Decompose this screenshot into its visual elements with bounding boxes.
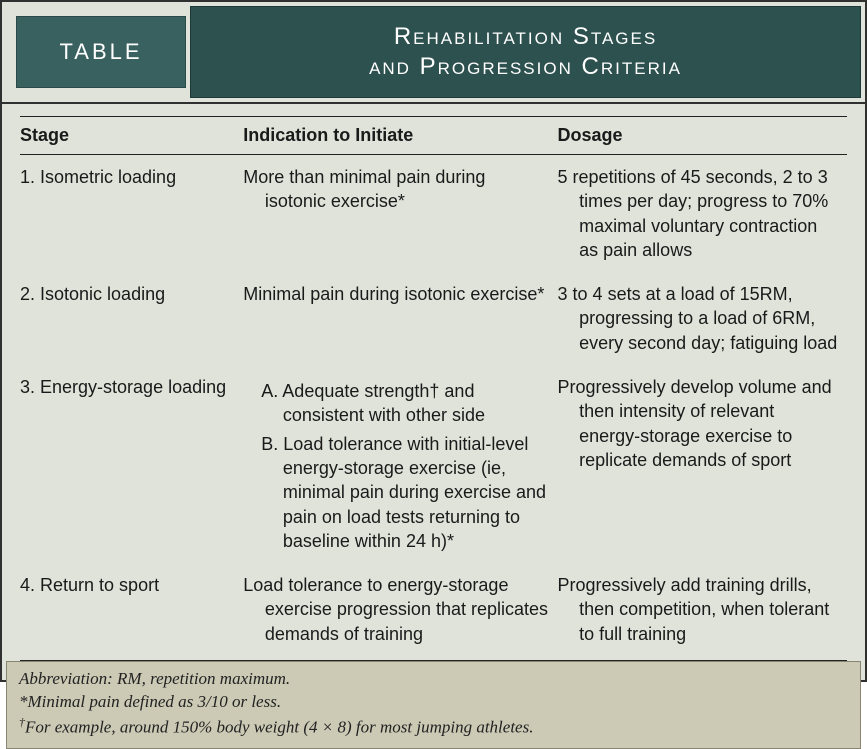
indication-text: Load tolerance to energy-storage exercis…	[243, 573, 549, 646]
table-body-wrap: Stage Indication to Initiate Dosage 1. I…	[2, 104, 865, 661]
footnote-star: *Minimal pain defined as 3/10 or less.	[19, 691, 848, 714]
indication-text: More than minimal pain during isotonic e…	[243, 165, 549, 214]
cell-dosage: 3 to 4 sets at a load of 15RM, progressi…	[558, 272, 847, 365]
cell-dosage: 5 repetitions of 45 seconds, 2 to 3 time…	[558, 155, 847, 273]
footnotes-box: Abbreviation: RM, repetition maximum. *M…	[6, 661, 861, 748]
col-header-stage: Stage	[20, 117, 243, 155]
footnote-dagger-text: For example, around 150% body weight (4 …	[25, 718, 534, 737]
title-line-1: Rehabilitation Stages	[394, 22, 657, 52]
cell-dosage: Progressively develop volume and then in…	[558, 365, 847, 563]
cell-indication: Load tolerance to energy-storage exercis…	[243, 563, 557, 660]
dosage-text: 5 repetitions of 45 seconds, 2 to 3 time…	[558, 165, 839, 262]
col-header-dosage: Dosage	[558, 117, 847, 155]
indication-a: A. Adequate strength† and consistent wit…	[243, 379, 549, 428]
header-row: TABLE Rehabilitation Stages and Progress…	[2, 2, 865, 104]
indication-b: B. Load tolerance with initial-level ene…	[243, 432, 549, 553]
table-figure: TABLE Rehabilitation Stages and Progress…	[0, 0, 867, 682]
table-row: 1. Isometric loading More than minimal p…	[20, 155, 847, 273]
cell-stage: 4. Return to sport	[20, 563, 243, 660]
cell-stage: 1. Isometric loading	[20, 155, 243, 273]
cell-stage: 2. Isotonic loading	[20, 272, 243, 365]
dosage-text: Progressively develop volume and then in…	[558, 375, 839, 472]
dosage-text: 3 to 4 sets at a load of 15RM, progressi…	[558, 282, 839, 355]
cell-indication: More than minimal pain during isotonic e…	[243, 155, 557, 273]
cell-stage: 3. Energy-storage loading	[20, 365, 243, 563]
table-row: 2. Isotonic loading Minimal pain during …	[20, 272, 847, 365]
indication-text: Minimal pain during isotonic exercise*	[243, 282, 549, 306]
table-row: 3. Energy-storage loading A. Adequate st…	[20, 365, 847, 563]
badge-label: TABLE	[59, 39, 142, 65]
dosage-text: Progressively add training drills, then …	[558, 573, 839, 646]
cell-dosage: Progressively add training drills, then …	[558, 563, 847, 660]
title-block: Rehabilitation Stages and Progression Cr…	[190, 6, 861, 98]
table-header-row: Stage Indication to Initiate Dosage	[20, 117, 847, 155]
footnote-abbrev: Abbreviation: RM, repetition maximum.	[19, 668, 848, 691]
cell-indication: A. Adequate strength† and consistent wit…	[243, 365, 557, 563]
col-header-indication: Indication to Initiate	[243, 117, 557, 155]
footnote-dagger: †For example, around 150% body weight (4…	[19, 714, 848, 740]
table-row: 4. Return to sport Load tolerance to ene…	[20, 563, 847, 660]
table-badge: TABLE	[16, 16, 186, 88]
title-line-2: and Progression Criteria	[369, 52, 682, 82]
rehab-table: Stage Indication to Initiate Dosage 1. I…	[20, 116, 847, 661]
cell-indication: Minimal pain during isotonic exercise*	[243, 272, 557, 365]
